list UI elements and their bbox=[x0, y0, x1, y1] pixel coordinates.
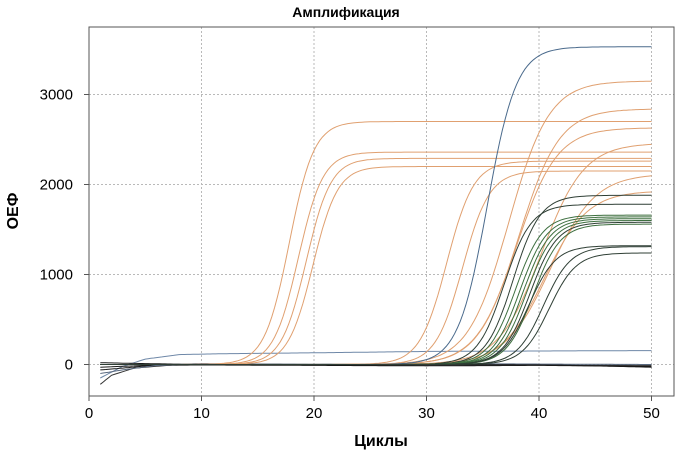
x-tick-label: 20 bbox=[306, 405, 323, 422]
amplification-curve-orange bbox=[100, 170, 652, 365]
y-tick-label: 3000 bbox=[40, 87, 73, 104]
baseline-curve bbox=[100, 350, 652, 379]
grid-lines bbox=[89, 27, 674, 396]
x-tick-label: 30 bbox=[418, 405, 435, 422]
y-tick-label: 0 bbox=[65, 357, 73, 374]
x-tick-label: 10 bbox=[193, 405, 210, 422]
x-tick-label: 0 bbox=[85, 405, 93, 422]
amplification-curve-orange bbox=[100, 151, 652, 365]
axis-ticks: 0 10 20 30 40 50 0 1000 2000 3000 bbox=[40, 87, 660, 423]
amplification-curve-dark bbox=[100, 223, 652, 365]
amplification-curve-dark bbox=[100, 221, 652, 365]
amplification-curve-orange bbox=[100, 80, 652, 365]
amplification-curve-orange bbox=[100, 175, 652, 365]
amplification-curve-dark bbox=[100, 214, 652, 365]
amplification-curve-dark bbox=[100, 245, 652, 365]
amplification-curve-dark bbox=[100, 216, 652, 365]
x-tick-label: 50 bbox=[643, 405, 660, 422]
amplification-curve-orange bbox=[100, 166, 652, 365]
amplification-curve-orange bbox=[100, 143, 652, 365]
amplification-curve-orange bbox=[100, 157, 652, 365]
plot-frame bbox=[88, 26, 675, 397]
amplification-curve-dark bbox=[100, 220, 652, 365]
y-tick-label: 2000 bbox=[40, 177, 73, 194]
amplification-curve-orange bbox=[100, 127, 652, 365]
amplification-curve-dark bbox=[100, 252, 652, 365]
amplification-curves bbox=[99, 46, 652, 385]
amplification-curve-dark bbox=[100, 218, 652, 365]
amplification-curve-dark bbox=[100, 246, 652, 365]
y-axis-label: ОЕФ bbox=[5, 192, 22, 229]
chart-title: Амплификация bbox=[292, 4, 399, 20]
amplification-curve-orange bbox=[100, 108, 652, 365]
baseline-curve bbox=[99, 363, 652, 385]
x-tick-label: 40 bbox=[531, 405, 548, 422]
x-axis-label: Циклы bbox=[354, 433, 408, 450]
y-tick-label: 1000 bbox=[40, 267, 73, 284]
amplification-curve-dark bbox=[100, 203, 652, 365]
